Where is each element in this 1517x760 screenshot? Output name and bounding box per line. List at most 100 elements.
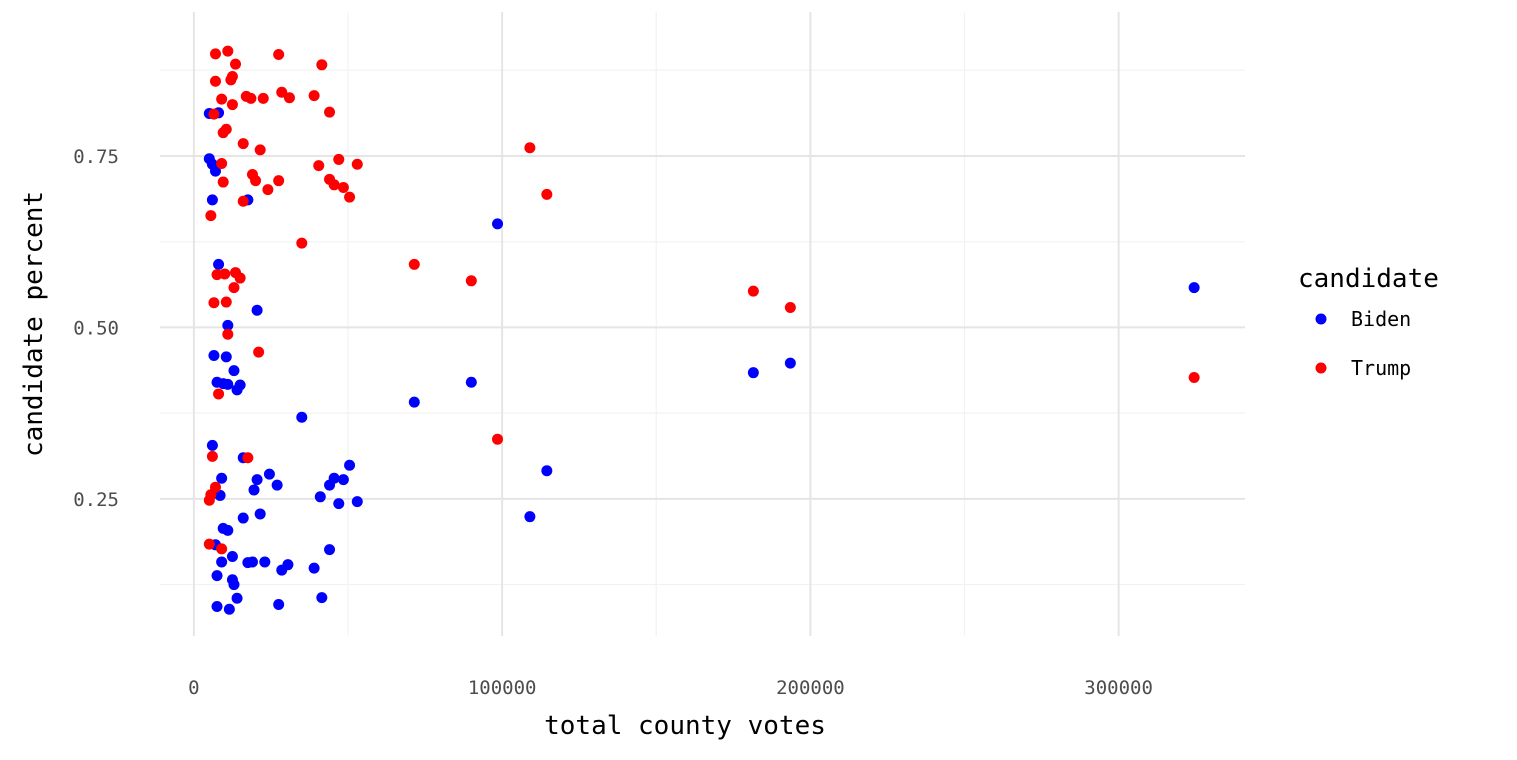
point-trump — [208, 108, 220, 120]
point-biden — [216, 556, 228, 568]
point-trump — [217, 176, 229, 188]
point-biden — [206, 194, 218, 206]
point-trump — [492, 433, 504, 445]
y-tick-label: 0.75 — [73, 146, 119, 168]
point-trump — [222, 328, 234, 340]
point-trump — [226, 99, 238, 111]
point-trump — [313, 160, 325, 172]
x-tick-label: 200000 — [776, 677, 845, 699]
point-trump — [1188, 371, 1200, 383]
point-trump — [316, 59, 328, 71]
point-trump — [203, 538, 215, 550]
point-biden — [541, 465, 553, 477]
point-trump — [262, 184, 274, 196]
point-trump — [276, 86, 288, 98]
point-trump — [206, 450, 218, 462]
point-biden — [222, 378, 234, 390]
point-biden — [226, 550, 238, 562]
major-gridlines — [160, 12, 1245, 636]
point-biden — [208, 350, 220, 362]
point-biden — [408, 396, 420, 408]
point-biden — [333, 498, 345, 510]
point-trump — [273, 175, 285, 187]
point-trump — [273, 49, 285, 61]
point-trump — [254, 144, 266, 156]
point-biden — [214, 489, 226, 501]
minor-gridlines — [160, 12, 1245, 636]
point-biden — [328, 472, 340, 484]
point-biden — [231, 384, 243, 396]
point-trump — [209, 75, 221, 87]
point-biden — [222, 319, 234, 331]
point-trump — [220, 296, 232, 308]
legend-key-trump — [1315, 362, 1327, 374]
point-trump — [324, 106, 336, 118]
point-biden — [351, 496, 363, 508]
point-biden — [231, 592, 243, 604]
legend-label-biden: Biden — [1351, 307, 1411, 331]
point-trump — [465, 275, 477, 287]
point-trump — [308, 90, 320, 102]
point-biden — [465, 376, 477, 388]
point-biden — [213, 258, 225, 270]
data-points — [203, 45, 1200, 615]
point-trump — [253, 346, 265, 358]
point-biden — [296, 411, 308, 423]
point-trump — [784, 302, 796, 314]
point-trump — [216, 93, 228, 105]
point-biden — [216, 472, 228, 484]
point-biden — [223, 603, 235, 615]
point-trump — [230, 58, 242, 70]
point-biden — [211, 570, 223, 582]
point-biden — [324, 544, 336, 556]
y-tick-label: 0.25 — [73, 489, 119, 511]
point-biden — [784, 357, 796, 369]
legend: candidate Biden Trump — [1298, 264, 1439, 380]
point-biden — [254, 508, 266, 520]
point-biden — [282, 559, 294, 571]
point-trump — [225, 74, 237, 86]
point-biden — [271, 479, 283, 491]
point-trump — [524, 142, 536, 154]
point-biden — [273, 598, 285, 610]
point-trump — [242, 452, 254, 464]
point-trump — [219, 268, 231, 280]
point-biden — [222, 524, 234, 536]
point-trump — [328, 179, 340, 191]
point-biden — [248, 484, 260, 496]
point-trump — [209, 48, 221, 60]
point-biden — [314, 491, 326, 503]
x-tick-label: 300000 — [1084, 677, 1153, 699]
point-biden — [308, 562, 320, 574]
point-biden — [524, 511, 536, 523]
point-biden — [211, 601, 223, 613]
x-tick-label: 0 — [188, 677, 199, 699]
y-axis-title: candidate percent — [19, 191, 49, 457]
point-trump — [337, 182, 349, 194]
point-biden — [492, 218, 504, 230]
point-trump — [250, 175, 262, 187]
point-biden — [1188, 282, 1200, 294]
legend-key-biden — [1315, 313, 1327, 325]
point-biden — [220, 351, 232, 363]
x-tick-label: 100000 — [468, 677, 537, 699]
point-trump — [541, 188, 553, 200]
point-trump — [213, 388, 225, 400]
point-trump — [237, 138, 249, 150]
point-trump — [234, 272, 246, 284]
legend-title: candidate — [1298, 264, 1439, 294]
point-trump — [245, 92, 257, 104]
x-axis-title: total county votes — [544, 711, 826, 741]
y-axis-ticks: 0.25 0.50 0.75 — [73, 146, 119, 511]
point-trump — [220, 123, 232, 135]
point-trump — [351, 158, 363, 170]
point-biden — [259, 556, 271, 568]
y-tick-label: 0.50 — [73, 317, 119, 339]
point-biden — [316, 592, 328, 604]
point-trump — [222, 45, 234, 57]
point-biden — [228, 579, 240, 591]
point-biden — [337, 474, 349, 486]
point-trump — [205, 210, 217, 222]
point-trump — [283, 92, 295, 104]
